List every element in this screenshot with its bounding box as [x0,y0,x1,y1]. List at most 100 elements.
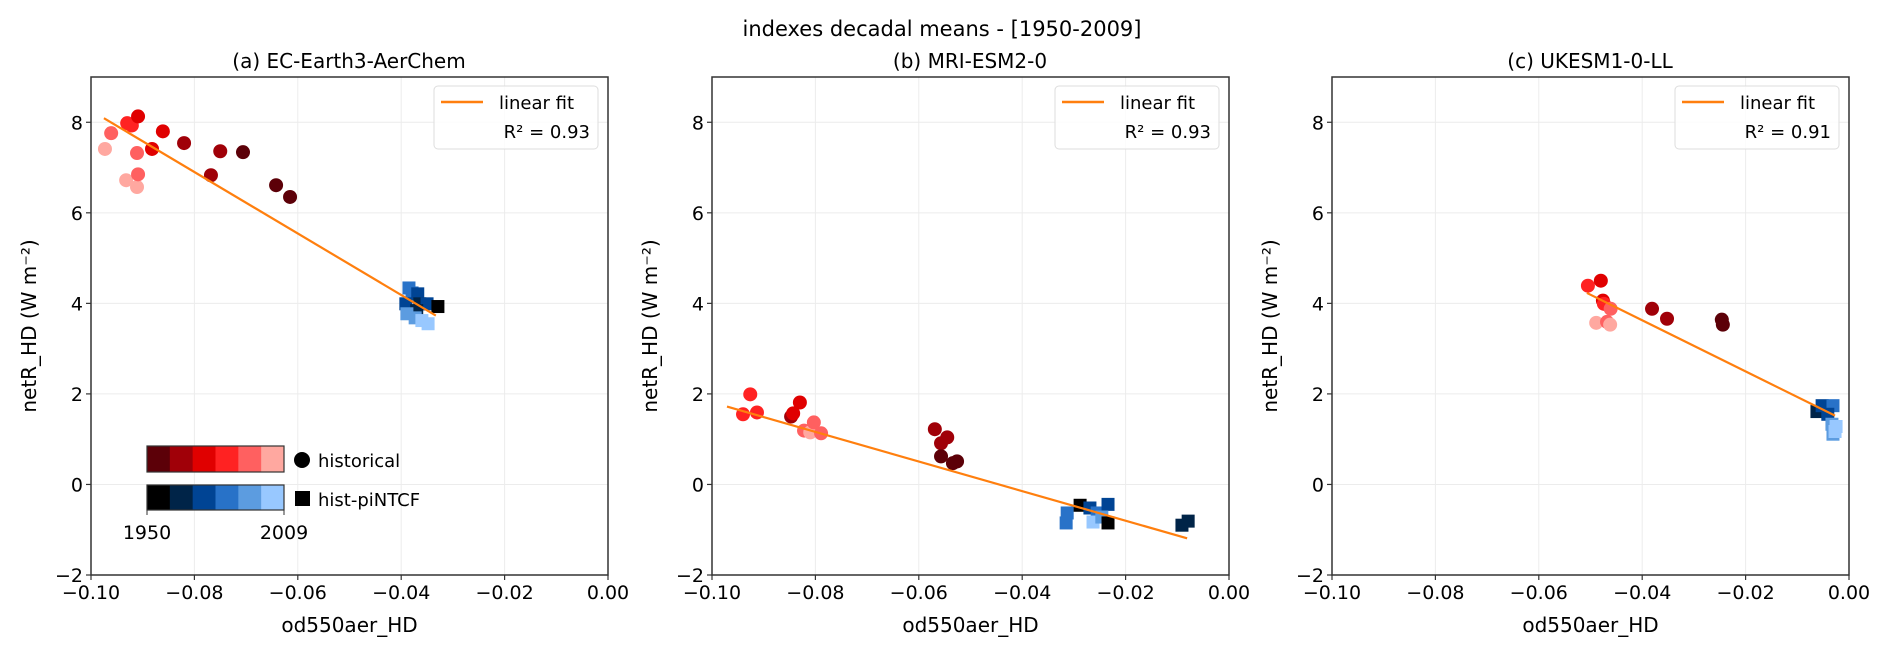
y-tick-label: −2 [55,565,83,587]
colorbar-start-year: 1950 [123,522,171,544]
panel-a: (a) EC-Earth3-AerChem −0.10 −0.08 −0.06 −0.… [17,49,629,637]
historical-point [934,449,949,464]
historical-colorbar-swatch [147,446,171,472]
x-tick-label: 0.00 [1208,582,1250,604]
piNTCF-point [431,300,445,314]
fit-legend: linear fit R² = 0.93 [1054,85,1220,150]
colorbar-end-year: 2009 [260,522,308,544]
y-tick-label: 6 [1312,203,1324,225]
y-tick-label: 6 [71,203,83,225]
y-tick-label: 0 [1312,474,1324,496]
panel-title: (a) EC-Earth3-AerChem [232,49,465,73]
x-tick-label: −0.04 [372,582,430,604]
y-axis-label: netR_HD (W m⁻²) [17,239,41,412]
y-tick-label: 2 [71,384,83,406]
historical-point [97,141,112,156]
historical-point [743,387,758,402]
piNTCF-point [1059,516,1073,530]
y-tick-label: 4 [692,293,704,315]
piNTCF-colorbar-swatch [215,485,239,510]
y-tick-label: −2 [1296,565,1324,587]
linear-fit-line [1586,291,1836,417]
historical-point [155,124,170,139]
x-tick-label: −0.08 [786,582,844,604]
fit-legend-label: linear fit [499,93,574,114]
x-tick-label: 0.00 [1828,582,1870,604]
x-tick-label: −0.04 [1613,582,1671,604]
x-tick-label: −0.10 [683,582,741,604]
x-tick-label: −0.02 [1716,582,1774,604]
historical-point [1660,311,1675,326]
axes-frame [711,76,1230,576]
piNTCF-colorbar-swatch [169,485,194,510]
y-tick-label: 2 [1312,384,1324,406]
linear-fit-line [103,117,437,317]
fit-legend: linear fit R² = 0.91 [1674,85,1840,150]
y-tick-label: 4 [1312,293,1324,315]
historical-point [806,415,821,430]
panel-b: (b) MRI-ESM2-0 −0.10 −0.08 −0.06 −0.04 −0.02… [638,49,1250,637]
x-tick-label: −0.10 [62,582,120,604]
historical-point [130,180,145,195]
historical-point [1715,317,1730,332]
historical-colorbar-swatch [238,446,262,472]
piNTCF-point [1101,516,1115,530]
x-tick-label: −0.08 [165,582,223,604]
x-tick-label: −0.02 [1096,582,1154,604]
x-axis-label: od550aer_HD [902,613,1038,637]
piNTCF-point [1060,506,1074,520]
x-tick-label: −0.06 [269,582,327,604]
x-tick-label: 0.00 [587,582,629,604]
historical-point [950,454,965,469]
y-tick-label: 8 [71,112,83,134]
x-tick-label: −0.04 [993,582,1051,604]
historical-point [269,178,284,193]
y-tick-label: 2 [692,384,704,406]
piNTCF-marker-icon [295,491,310,506]
historical-point [786,406,801,421]
historical-point [235,145,250,160]
piNTCF-colorbar-swatch [192,485,216,510]
y-tick-label: 4 [71,293,83,315]
x-axis-label: od550aer_HD [281,613,417,637]
piNTCF-point [420,297,434,311]
piNTCF-point [411,287,425,301]
r-squared-label: R² = 0.91 [1745,122,1831,143]
panel-c: (c) UKESM1-0-LL −0.10 −0.08 −0.06 −0.04 −0.0… [1258,49,1870,637]
y-axis-label: netR_HD (W m⁻²) [638,239,662,412]
r-squared-label: R² = 0.93 [504,122,590,143]
plot-area [97,109,445,331]
fit-legend: linear fit R² = 0.93 [433,85,599,150]
historical-colorbar-frame [146,445,285,473]
x-tick-label: −0.02 [475,582,533,604]
historical-point [1589,315,1604,330]
y-tick-label: 8 [692,112,704,134]
year-colorbar-legend: 1950 2009 historical hist-piNTCF [123,445,420,544]
historical-point [177,136,192,151]
historical-point [792,395,807,410]
axes-frame [90,76,609,576]
piNTCF-colorbar-swatch [238,485,262,510]
plot-area [1580,273,1843,441]
historical-colorbar-swatch [215,446,239,472]
piNTCF-point [1101,497,1115,511]
piNTCF-colorbar-swatch [147,485,171,510]
r-squared-label: R² = 0.93 [1125,122,1211,143]
historical-marker-icon [294,452,310,468]
fit-legend-label: linear fit [1740,93,1815,114]
historical-point [131,167,146,182]
historical-point [1580,278,1595,293]
axes-frame [1331,76,1850,576]
historical-point [1593,273,1608,288]
plot-area [726,387,1195,540]
x-tick-label: −0.10 [1303,582,1361,604]
x-axis-label: od550aer_HD [1522,613,1658,637]
linear-fit-line [726,405,1188,540]
historical-point [940,430,955,445]
historical-point [1603,317,1618,332]
historical-point [131,109,146,124]
historical-colorbar-swatch [169,446,194,472]
y-tick-label: 8 [1312,112,1324,134]
piNTCF-colorbar-frame [146,484,285,511]
panel-title: (b) MRI-ESM2-0 [893,49,1047,73]
